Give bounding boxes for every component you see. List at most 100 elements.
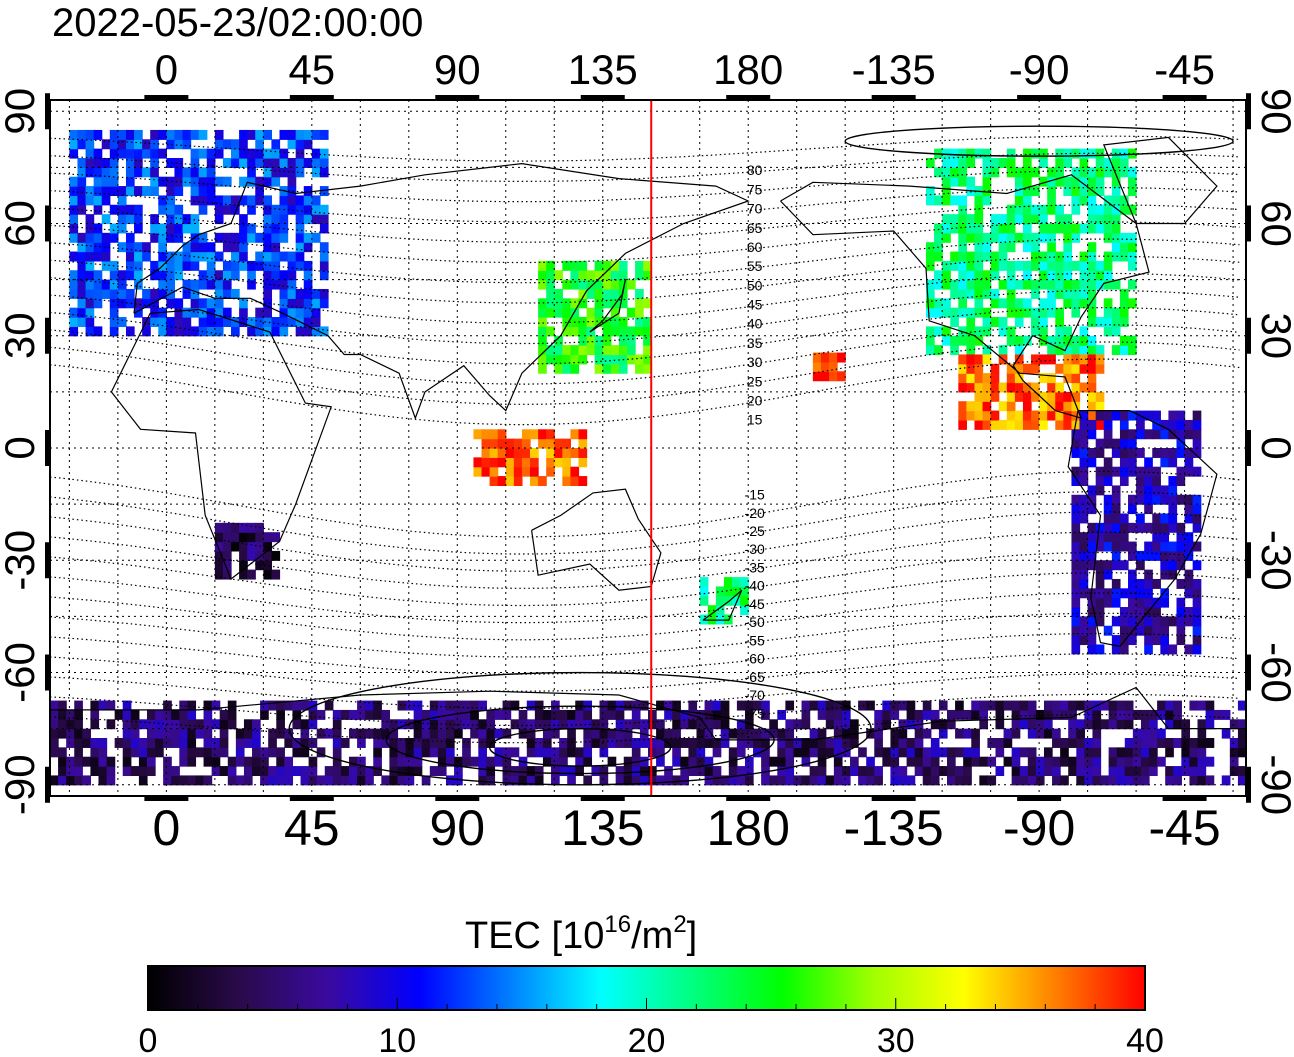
tec-cell [1149, 756, 1158, 767]
tec-cell [122, 700, 132, 711]
tec-cell [518, 775, 528, 786]
tec-cell [486, 756, 496, 767]
tec-cell [300, 766, 310, 777]
tec-cell [966, 158, 976, 168]
tec-cell [357, 775, 366, 786]
tec-cell [219, 747, 229, 758]
tec-cell [664, 766, 673, 777]
tec-cell [239, 129, 248, 140]
tec-cell [542, 756, 552, 767]
tec-cell [728, 756, 738, 767]
tec-cell [583, 738, 593, 748]
tec-cell [155, 728, 164, 739]
tec-cell [206, 326, 216, 337]
tec-cell [357, 766, 366, 777]
tec-cell [462, 747, 471, 758]
tec-cell [1047, 354, 1056, 365]
tec-cell [680, 719, 690, 730]
top-longitude-labels: 0 45 90 135 180 -135 -90 -45 [155, 46, 1215, 93]
tec-cell [340, 766, 350, 777]
tec-cell [615, 728, 625, 739]
tec-cell [1031, 410, 1040, 421]
tec-cell [1027, 728, 1037, 739]
tec-cell [570, 298, 580, 309]
tec-cell [974, 391, 984, 402]
tec-cell [1022, 158, 1032, 168]
tec-cell [793, 747, 803, 758]
contour-line [50, 653, 1240, 692]
tec-region-europe [69, 129, 329, 337]
contour-label: -20 [745, 505, 765, 521]
tec-cell [211, 756, 221, 767]
tec-cell [696, 719, 706, 730]
tec-cell [1213, 709, 1223, 720]
tec-cell [163, 766, 172, 777]
tec-cell [235, 775, 245, 786]
tec-cell [1014, 214, 1024, 225]
tec-cell [1047, 232, 1056, 243]
tec-cell [530, 466, 539, 477]
tec-cell [1128, 242, 1137, 253]
tec-cell [397, 756, 407, 767]
tec-cell [478, 700, 487, 711]
tec-cell [610, 354, 620, 365]
tec-cell [227, 775, 237, 786]
tec-cell [1103, 307, 1113, 318]
tec-cell [1168, 644, 1178, 655]
tec-cell [1063, 223, 1073, 234]
tec-cell [1052, 766, 1061, 777]
tec-cell [1103, 298, 1113, 309]
tec-cell [179, 747, 188, 758]
tec-cell [825, 775, 835, 786]
tec-cell [287, 139, 297, 150]
tec-cell [85, 298, 95, 309]
tec-cell [1022, 242, 1032, 253]
tec-cell [602, 298, 612, 309]
tec-cell [1136, 448, 1145, 458]
tec-cell [85, 232, 95, 243]
tec-cell [1022, 307, 1032, 318]
tec-cell [998, 401, 1008, 412]
tec-cell [271, 176, 281, 187]
tec-cell [934, 223, 943, 234]
tec-cell [546, 345, 555, 356]
tec-cell [263, 288, 273, 299]
tec-cell [567, 709, 576, 720]
tec-cell [1079, 176, 1089, 187]
tec-cell [1181, 756, 1191, 767]
tec-cell [247, 204, 256, 215]
tec-cell [190, 195, 200, 206]
tec-cell [284, 766, 294, 777]
tec-cell [109, 232, 119, 243]
tec-cell [1119, 195, 1129, 206]
tec-cell [1168, 485, 1178, 496]
tec-cell [1165, 775, 1174, 786]
tec-cell [966, 335, 976, 346]
tec-cell [122, 719, 132, 730]
tec-cell [623, 700, 633, 711]
tec-cell [1128, 635, 1137, 646]
tec-cell [125, 270, 135, 281]
tec-cell [158, 176, 167, 187]
tec-cell [163, 738, 172, 748]
tec-cell [311, 317, 321, 327]
tec-cell [615, 766, 625, 777]
tec-cell [373, 728, 382, 739]
tec-cell [203, 719, 213, 730]
tec-cell [575, 747, 584, 758]
tec-cell [117, 195, 127, 206]
tec-cell [1119, 513, 1129, 524]
tec-cell [235, 756, 245, 767]
tec-cell [505, 457, 515, 468]
tec-cell [1079, 504, 1089, 515]
tec-cell [1192, 522, 1202, 533]
tec-cell [769, 719, 778, 730]
tec-cell [271, 326, 281, 337]
tec-cell [1184, 550, 1194, 561]
tec-cell [1076, 747, 1085, 758]
tec-cell [50, 719, 59, 730]
tec-cell [898, 728, 908, 739]
tec-cell [998, 419, 1008, 430]
coastline [702, 589, 743, 621]
tec-cell [672, 728, 681, 739]
